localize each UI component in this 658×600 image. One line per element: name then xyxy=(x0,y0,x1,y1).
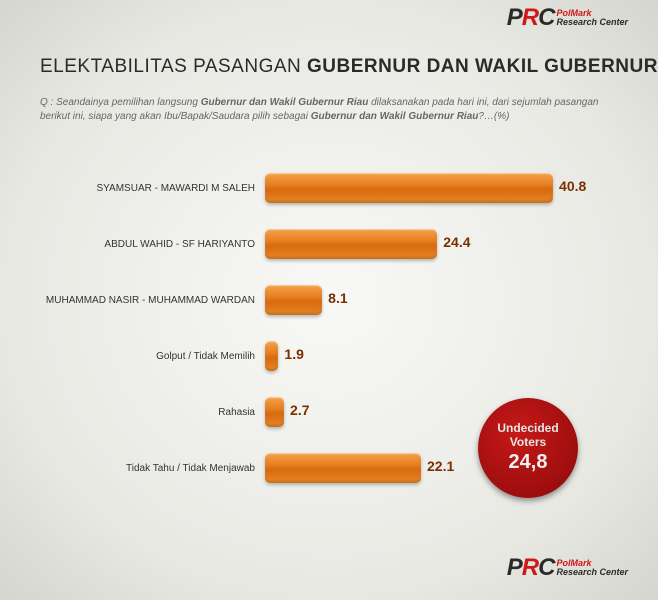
chart-row: ABDUL WAHID - SF HARIYANTO 24.4 xyxy=(0,216,618,272)
chart-row: MUHAMMAD NASIR - MUHAMMAD WARDAN 8.1 xyxy=(0,272,618,328)
logo-p-b: P xyxy=(507,554,522,581)
title-bold: GUBERNUR DAN WAKIL GUBERNUR xyxy=(307,56,658,77)
logo-sub-research-b: Research Center xyxy=(556,568,628,577)
question-bold2: Gubernur dan Wakil Gubernur Riau xyxy=(311,111,479,122)
bar-label: SYAMSUAR - MAWARDI M SALEH xyxy=(0,183,265,194)
badge-value: 24,8 xyxy=(509,451,548,474)
title-light: ELEKTABILITAS PASANGAN xyxy=(40,56,307,77)
logo-p: P xyxy=(507,4,522,31)
bar xyxy=(265,229,437,259)
logo-subtitle: PolMark Research Center xyxy=(556,6,628,27)
bar xyxy=(265,285,322,315)
logo-c: C xyxy=(538,4,554,31)
bar-wrap: 24.4 xyxy=(265,229,618,259)
bar-label: Golput / Tidak Memilih xyxy=(0,351,265,362)
bar-value: 40.8 xyxy=(559,178,586,194)
logo-r-b: R xyxy=(522,554,538,581)
undecided-voters-badge: Undecided Voters 24,8 xyxy=(478,398,578,498)
bar-label: Tidak Tahu / Tidak Menjawab xyxy=(0,463,265,474)
bar-value: 8.1 xyxy=(328,290,347,306)
question-part3: ?…(%) xyxy=(478,111,509,122)
bar-wrap: 8.1 xyxy=(265,285,618,315)
question-text: Q : Seandainya pemilihan langsung Gubern… xyxy=(40,96,618,124)
badge-line1: Undecided xyxy=(497,422,558,435)
logo-c-b: C xyxy=(538,554,554,581)
bar-label: MUHAMMAD NASIR - MUHAMMAD WARDAN xyxy=(0,295,265,306)
bar xyxy=(265,341,278,371)
logo-bottom: PRC PolMark Research Center xyxy=(507,556,628,580)
chart-row: SYAMSUAR - MAWARDI M SALEH 40.8 xyxy=(0,160,618,216)
question-bold1: Gubernur dan Wakil Gubernur Riau xyxy=(201,97,371,108)
bar-value: 22.1 xyxy=(427,458,454,474)
bar-value: 1.9 xyxy=(284,346,303,362)
logo-sub-research: Research Center xyxy=(556,18,628,27)
bar xyxy=(265,397,284,427)
badge-line2: Voters xyxy=(510,436,546,449)
chart-row: Golput / Tidak Memilih 1.9 xyxy=(0,328,618,384)
bar-label: ABDUL WAHID - SF HARIYANTO xyxy=(0,239,265,250)
question-part1: Seandainya pemilihan langsung xyxy=(56,97,201,108)
bar xyxy=(265,453,421,483)
logo-r: R xyxy=(522,4,538,31)
slide-title: ELEKTABILITAS PASANGAN GUBERNUR DAN WAKI… xyxy=(40,56,658,78)
logo-subtitle-bottom: PolMark Research Center xyxy=(556,556,628,577)
bar-value: 2.7 xyxy=(290,402,309,418)
bar-wrap: 40.8 xyxy=(265,173,618,203)
question-q: Q : xyxy=(40,97,53,108)
bar xyxy=(265,173,553,203)
bar-label: Rahasia xyxy=(0,407,265,418)
bar-wrap: 1.9 xyxy=(265,341,618,371)
logo-top: PRC PolMark Research Center xyxy=(507,6,628,30)
logo-prc-bottom: PRC xyxy=(507,556,555,580)
bar-value: 24.4 xyxy=(443,234,470,250)
logo-prc: PRC xyxy=(507,6,555,30)
